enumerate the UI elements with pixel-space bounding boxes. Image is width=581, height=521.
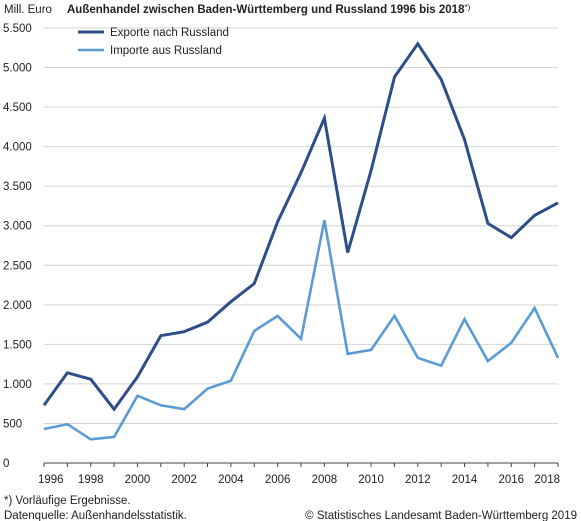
y-tick-label-2000: 2.000	[3, 300, 32, 312]
source-note: Datenquelle: Außenhandelsstatistik.	[4, 510, 187, 521]
y-tick-label-5500: 5.500	[3, 23, 32, 35]
legend: Exporte nach Russland Importe aus Russlan…	[78, 27, 229, 57]
chart-title: Außenhandel zwischen Baden-Württemberg u…	[67, 3, 471, 16]
y-tick-label-1500: 1.500	[3, 339, 32, 351]
legend-label-importe: Importe aus Russland	[110, 45, 222, 57]
x-tick-label-1998: 1998	[78, 474, 104, 486]
y-axis-label: Mill. Euro	[4, 4, 52, 16]
y-tick-label-3000: 3.000	[3, 221, 32, 233]
y-tick-label-3500: 3.500	[3, 181, 32, 193]
y-tick-label-1000: 1.000	[3, 379, 32, 391]
series-line-exporte	[42, 41, 559, 412]
x-tick-label-2006: 2006	[265, 474, 291, 486]
copyright-note: © Statistisches Landesamt Baden-Württemb…	[305, 510, 577, 521]
y-tick-label-5000: 5.000	[3, 63, 32, 75]
y-tick-label-500: 500	[3, 418, 22, 430]
x-tick-label-2018: 2018	[534, 474, 560, 486]
x-tick-label-2002: 2002	[171, 474, 197, 486]
x-tick-label-2000: 2000	[125, 474, 151, 486]
series-lines	[42, 41, 560, 441]
chart-title-main: Außenhandel zwischen Baden-Württemberg u…	[67, 4, 465, 16]
x-tick-label-2014: 2014	[452, 474, 478, 486]
y-tick-label-2500: 2.500	[3, 260, 32, 272]
y-tick-label-0: 0	[3, 458, 9, 470]
legend-label-exporte: Exporte nach Russland	[110, 27, 229, 39]
x-tick-label-2008: 2008	[312, 474, 338, 486]
x-tick-label-1996: 1996	[38, 474, 64, 486]
y-tick-label-4500: 4.500	[3, 102, 32, 114]
x-tick-label-2012: 2012	[405, 474, 431, 486]
chart-title-suffix: *)	[464, 3, 470, 12]
x-tick-label-2010: 2010	[358, 474, 384, 486]
x-tick-label-2016: 2016	[498, 474, 524, 486]
footnote: *) Vorläufige Ergebnisse.	[4, 495, 131, 507]
y-axis-ticks: 0 500 1.000 1.500 2.000 2.500 3.000 3.500 4.000 4…	[3, 23, 32, 470]
series-line-importe	[43, 219, 560, 441]
x-tick-label-2004: 2004	[218, 474, 244, 486]
x-axis: 1996 1998 2000 2002 2004 2006 2008 2010 2012 2014…	[38, 462, 560, 486]
grid-lines	[44, 27, 558, 424]
y-tick-label-4000: 4.000	[3, 142, 32, 154]
